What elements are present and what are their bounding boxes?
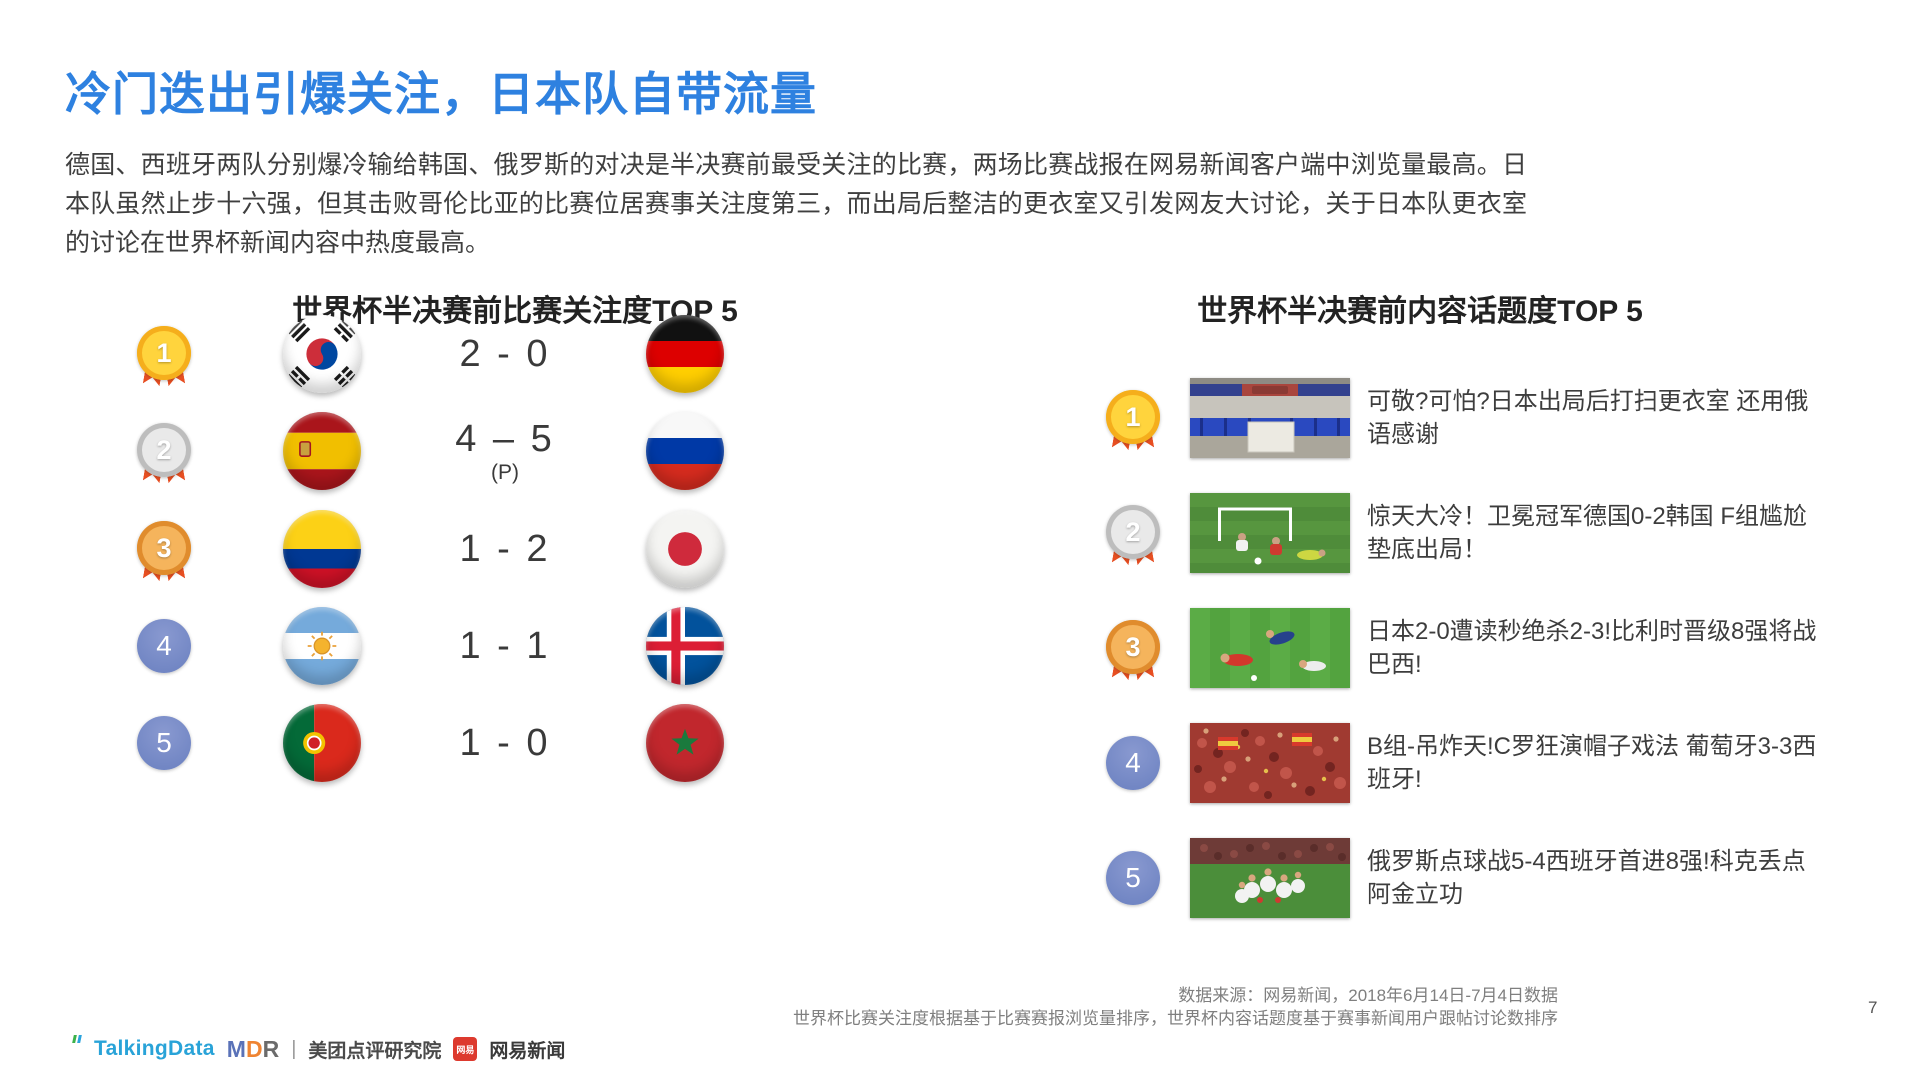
flag-morocco-icon xyxy=(646,704,724,782)
match-score-1: 2 - 0 xyxy=(459,332,551,375)
rank-5-badge: 5 xyxy=(137,716,191,770)
mdr-logo: MDR xyxy=(226,1035,280,1062)
medal-rank-1-icon: 1 xyxy=(136,326,192,388)
topic-row-2: 2 惊天大冷！卫冕冠军德国0-2韩国 F组尴尬垫底出局！ xyxy=(1105,491,1850,575)
match-row-5: 5 1 - 0 xyxy=(120,701,830,785)
data-source-line2: 世界杯比赛关注度根据基于比赛赛报浏览量排序，世界杯内容话题度基于赛事新闻用户跟帖… xyxy=(793,1009,1558,1028)
medal-rank-3-icon: 3 xyxy=(1105,620,1161,682)
rank-4-badge: 4 xyxy=(137,619,191,673)
talkingdata-mark-icon xyxy=(73,1035,82,1046)
topic-row-5: 5 俄罗斯点球战5-4西班牙首进8强!科克丢点阿金立功 xyxy=(1105,836,1850,920)
flag-colombia-icon xyxy=(283,510,361,588)
news-thumbnail-team-celebration xyxy=(1190,838,1350,918)
news-thumbnail-players-on-pitch xyxy=(1190,608,1350,688)
medal-rank-3-icon: 3 xyxy=(136,521,192,583)
flag-portugal-icon xyxy=(283,704,361,782)
news-thumbnail-red-crowd xyxy=(1190,723,1350,803)
flag-germany-icon xyxy=(646,315,724,393)
medal-rank-1-icon: 1 xyxy=(1105,390,1161,452)
data-source-line1: 数据来源：网易新闻，2018年6月14日-7月4日数据 xyxy=(1178,986,1558,1005)
rank-5-badge: 5 xyxy=(1106,851,1160,905)
topic-ranking-title: 世界杯半决赛前内容话题度TOP 5 xyxy=(1197,295,1643,328)
flag-japan-icon xyxy=(646,510,724,588)
match-row-2: 2 4 – 5 (P) xyxy=(120,409,830,493)
news-thumbnail-locker-room xyxy=(1190,378,1350,458)
netease-badge-icon: 网易 xyxy=(453,1037,478,1061)
match-score-2: 4 – 5 (P) xyxy=(455,417,555,484)
match-row-1: 1 xyxy=(120,312,830,396)
topic-row-1: 1 可敬?可怕?日本出局后打扫更衣室 还用俄语感谢 xyxy=(1105,376,1850,460)
page-number: 7 xyxy=(1868,998,1878,1017)
flag-spain-icon xyxy=(283,412,361,490)
match-score-3: 1 - 2 xyxy=(459,527,551,570)
medal-rank-2-icon: 2 xyxy=(1105,505,1161,567)
news-headline: 可敬?可怕?日本出局后打扫更衣室 还用俄语感谢 xyxy=(1367,388,1809,448)
footer-logos: TalkingData MDR | 美团点评研究院 网易 网易新闻 xyxy=(73,1034,565,1064)
flag-russia-icon xyxy=(646,412,724,490)
page-title: 冷门迭出引爆关注，日本队自带流量 xyxy=(65,68,817,120)
talkingdata-logo: TalkingData xyxy=(94,1037,215,1060)
match-row-4: 4 1 - 1 xyxy=(120,604,830,688)
topic-row-3: 3 日本2-0遭读秒绝杀2-3!比利时晋级8强将战巴西! xyxy=(1105,606,1850,690)
news-headline: 惊天大冷！卫冕冠军德国0-2韩国 F组尴尬垫底出局！ xyxy=(1367,503,1808,563)
flag-argentina-icon xyxy=(283,607,361,685)
meituan-dianping-institute-logo: 美团点评研究院 xyxy=(308,1040,442,1062)
netease-news-logo: 网易新闻 xyxy=(489,1040,566,1062)
flag-iceland-icon xyxy=(646,607,724,685)
topic-row-4: 4 B组-吊炸天!C罗狂演帽子戏法 葡萄牙3-3西班牙! xyxy=(1105,721,1850,805)
match-score-4: 1 - 1 xyxy=(459,624,551,667)
news-thumbnail-germany-korea-match xyxy=(1190,493,1350,573)
news-headline: B组-吊炸天!C罗狂演帽子戏法 葡萄牙3-3西班牙! xyxy=(1367,733,1817,793)
logo-separator: | xyxy=(291,1037,297,1060)
medal-rank-2-icon: 2 xyxy=(136,423,192,485)
rank-4-badge: 4 xyxy=(1106,736,1160,790)
match-score-5: 1 - 0 xyxy=(459,721,551,764)
news-headline: 日本2-0遭读秒绝杀2-3!比利时晋级8强将战巴西! xyxy=(1367,618,1817,678)
data-source-note: 数据来源：网易新闻，2018年6月14日-7月4日数据 世界杯比赛关注度根据基于… xyxy=(793,984,1558,1030)
flag-south-korea-icon xyxy=(283,315,361,393)
news-headline: 俄罗斯点球战5-4西班牙首进8强!科克丢点阿金立功 xyxy=(1367,848,1806,908)
match-row-3: 3 1 - 2 xyxy=(120,507,830,591)
intro-paragraph: 德国、西班牙两队分别爆冷输给韩国、俄罗斯的对决是半决赛前最受关注的比赛，两场比赛… xyxy=(65,151,1527,257)
